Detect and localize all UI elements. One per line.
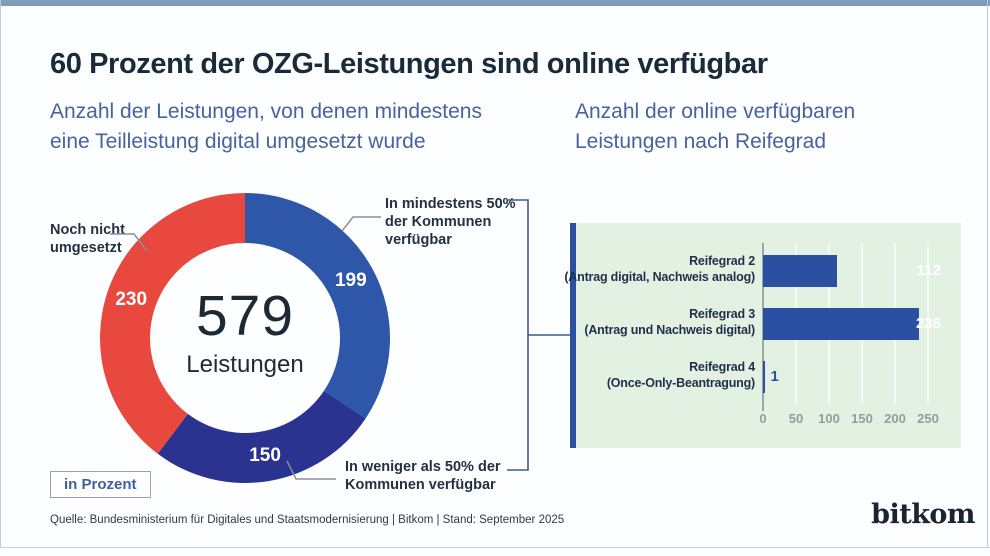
donut-segment (157, 390, 366, 483)
category-line: Reifegrad 3 (689, 307, 755, 321)
bar (763, 255, 837, 287)
bar-value-label: 236 (915, 315, 941, 332)
bar-row-reifegrad-4: 1 (763, 361, 953, 393)
donut-segment-value: 150 (249, 445, 281, 467)
subtitle-right: Anzahl der online verfügbaren Leistungen… (575, 97, 855, 157)
callout-line: verfügbar (385, 232, 452, 248)
category-line: (Once-Only-Beantragung) (606, 376, 755, 390)
x-tick-label: 150 (851, 411, 873, 426)
category-line: Reifegrad 2 (689, 254, 755, 268)
bar-chart-panel: Reifegrad 2 (Antrag digital, Nachweis an… (564, 223, 961, 448)
bar-row-reifegrad-2: 112 (763, 255, 953, 287)
bar-value-label: 1 (770, 368, 779, 385)
x-tick-label: 200 (884, 411, 906, 426)
page-title: 60 Prozent der OZG-Leistungen sind onlin… (50, 48, 768, 80)
frame-border-right (987, 0, 988, 548)
frame-border-bottom (0, 547, 990, 548)
top-accent-bar (0, 0, 990, 6)
source-note: Quelle: Bundesministerium für Digitales … (50, 514, 565, 526)
x-tick-label: 0 (759, 411, 767, 426)
frame-border-left (0, 0, 1, 548)
donut-segment (245, 193, 390, 419)
subtitle-left-line1: Anzahl der Leistungen, von denen mindest… (50, 100, 482, 123)
category-line: (Antrag digital, Nachweis analog) (564, 270, 755, 284)
category-line: (Antrag und Nachweis digital) (584, 323, 755, 337)
subtitle-right-line1: Anzahl der online verfügbaren (575, 100, 856, 123)
callout-line: In mindestens 50% (385, 196, 516, 212)
donut-segment-value: 199 (334, 270, 367, 292)
callout-line: In weniger als 50% der (345, 459, 501, 475)
panel-left-accent (570, 223, 576, 448)
callout-line: umgesetzt (50, 240, 122, 256)
callout-line: Kommunen verfügbar (345, 477, 496, 493)
donut-total: 579 (195, 284, 295, 348)
callout-less50: In weniger als 50% der Kommunen verfügba… (345, 458, 501, 494)
callout-not-implemented: Noch nicht umgesetzt (50, 221, 125, 257)
bar-category-label-1: Reifegrad 2 (Antrag digital, Nachweis an… (545, 253, 755, 285)
donut-svg (100, 193, 390, 483)
callout-line: Noch nicht (50, 222, 125, 238)
bar (763, 361, 765, 393)
category-line: Reifegrad 4 (689, 360, 755, 374)
bitkom-logo: bitkom (871, 499, 975, 530)
donut-total-label: Leistungen (186, 351, 304, 378)
subtitle-left: Anzahl der Leistungen, von denen mindest… (50, 97, 482, 157)
x-tick-label: 50 (788, 411, 804, 426)
bar-row-reifegrad-3: 236 (763, 308, 953, 340)
subtitle-right-line2: Leistungen nach Reifegrad (575, 130, 827, 153)
donut-segment (100, 193, 245, 454)
x-tick-label: 100 (818, 411, 840, 426)
callout-min50: In mindestens 50% der Kommunen verfügbar (385, 195, 516, 249)
donut-chart: 199 150 230 579 Leistungen (100, 193, 390, 483)
callout-line: der Kommunen (385, 214, 492, 230)
bar-category-label-3: Reifegrad 4 (Once-Only-Beantragung) (545, 359, 755, 391)
donut-center: 579 Leistungen (100, 288, 390, 379)
bar (763, 308, 919, 340)
unit-note-box: in Prozent (50, 471, 151, 498)
subtitle-left-line2: eine Teilleistung digital umgesetzt wurd… (50, 130, 426, 153)
bar-value-label: 112 (916, 262, 941, 279)
bar-plot: Reifegrad 2 (Antrag digital, Nachweis an… (564, 223, 961, 448)
gridline (927, 243, 929, 404)
donut-value-labels: 199 150 230 (100, 193, 390, 483)
donut-segment-value: 230 (115, 288, 148, 310)
bar-category-label-2: Reifegrad 3 (Antrag und Nachweis digital… (545, 306, 755, 338)
x-tick-label: 250 (917, 411, 939, 426)
